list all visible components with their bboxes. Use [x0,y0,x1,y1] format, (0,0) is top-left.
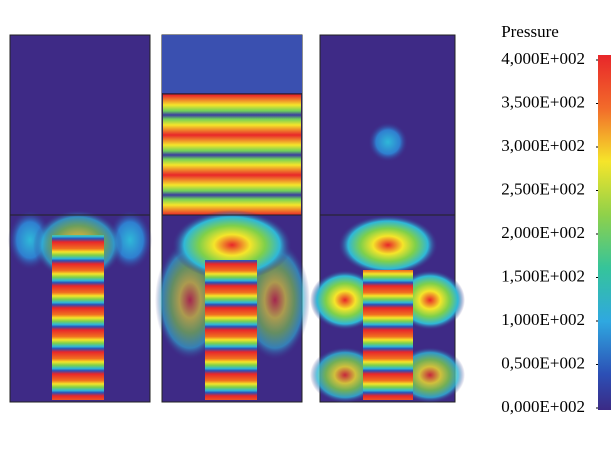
colorbar [598,55,611,410]
colorbar-tick-label: 3,500E+002 [501,92,585,111]
panel-3 [310,35,465,403]
colorbar-tick-label: 3,000E+002 [501,136,585,155]
colorbar-tick-label: 4,000E+002 [501,49,585,68]
panel-1 [8,35,152,402]
figure: Pressure 4,000E+002 3,500E+002 3,000E+002 2… [0,0,611,455]
colorbar-tick-label: 1,000E+002 [501,310,585,329]
panel-2 [155,35,310,402]
colorbar-tick-label: 2,500E+002 [501,179,585,198]
colorbar-title: Pressure [501,22,559,41]
colorbar-tick-label: 0,500E+002 [501,353,585,372]
colorbar-tick-label: 1,500E+002 [501,266,585,285]
colorbar-tick-label: 2,000E+002 [501,223,585,242]
colorbar-tick-label: 0,000E+002 [501,397,585,416]
